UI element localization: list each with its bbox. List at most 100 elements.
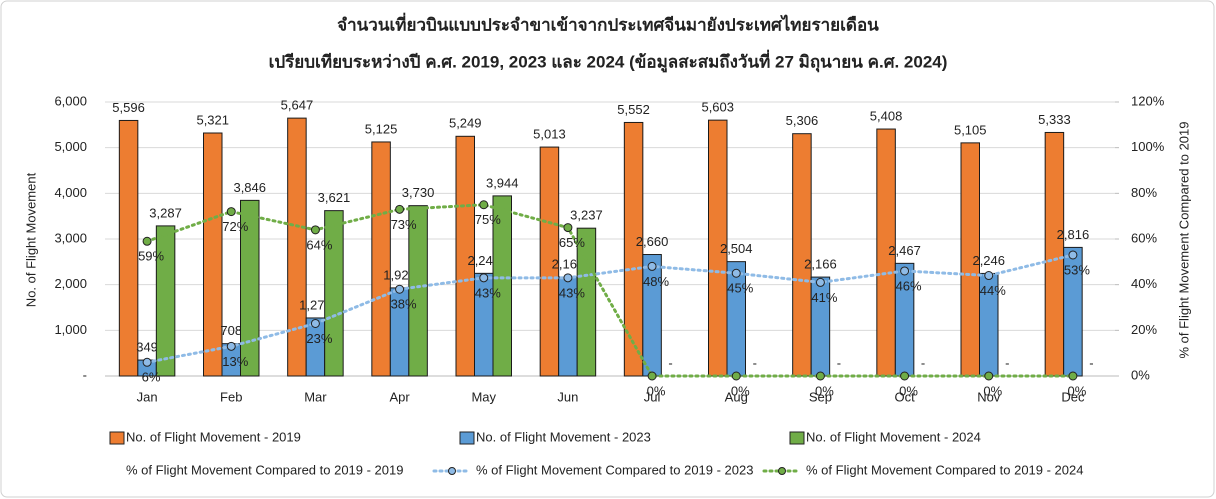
line-value-label: 0% (983, 383, 1002, 398)
legend-marker (448, 467, 456, 475)
x-tick-label: Sep (809, 389, 832, 404)
line-value-label: 64% (306, 237, 332, 252)
line-value-label: 48% (643, 274, 669, 289)
line-marker (479, 200, 489, 210)
bar (539, 146, 560, 377)
y2-tick-label: 20% (1131, 322, 1157, 337)
bar-value-label: 5,125 (365, 121, 398, 136)
bar (642, 254, 662, 377)
line-value-label: 13% (222, 354, 248, 369)
y2-tick-label: 80% (1131, 185, 1157, 200)
line-value-label: 53% (1064, 262, 1090, 277)
bar-value-label: 2,248 (467, 253, 500, 268)
line (145, 253, 1075, 364)
y2-tick-label: 100% (1131, 139, 1165, 154)
legend-label: No. of Flight Movement - 2023 (476, 429, 651, 444)
line-marker (984, 271, 994, 281)
bar (576, 227, 597, 377)
y-tick-label: 5,000 (54, 139, 87, 154)
bar (371, 141, 391, 377)
bar-value-label: 708 (220, 323, 242, 338)
line-marker (563, 223, 573, 233)
x-tick-label: Oct (894, 389, 915, 404)
bar (203, 132, 223, 377)
bar (726, 261, 746, 377)
y-tick-label: 4,000 (54, 185, 87, 200)
x-tick-label: Feb (220, 389, 242, 404)
line-value-label: 75% (475, 212, 501, 227)
line-marker (142, 357, 152, 367)
line-marker (815, 277, 825, 287)
y2-axis-title: % of Flight Movement Compared to 2019 (1176, 121, 1191, 358)
line-value-label: 45% (727, 281, 753, 296)
bar-value-label: - (837, 355, 841, 370)
line-marker (984, 371, 994, 381)
legend-label: % of Flight Movement Compared to 2019 - … (476, 462, 753, 477)
line-value-label: 38% (391, 297, 417, 312)
line-marker (142, 236, 152, 246)
y-tick-label: - (83, 367, 87, 382)
bar-value-label: 349 (136, 339, 158, 354)
line-value-label: 44% (980, 283, 1006, 298)
y-axis-title: No. of Flight Movement (23, 172, 38, 307)
bar (708, 119, 728, 377)
y-tick-label: 6,000 (54, 93, 87, 108)
legend-swatch (789, 431, 805, 445)
line-marker (395, 284, 405, 294)
line (145, 203, 1075, 378)
bar-value-label: 3,944 (486, 175, 519, 190)
y-tick-label: 1,000 (54, 322, 87, 337)
line-value-label: 41% (811, 290, 837, 305)
line-marker (731, 268, 741, 278)
y2-tick-label: 40% (1131, 276, 1157, 291)
line-value-label: 46% (896, 278, 922, 293)
line-value-label: 6% (142, 370, 161, 385)
chart-subtitle: เปรียบเทียบระหว่างปี ค.ศ. 2019, 2023 และ… (269, 49, 948, 73)
line-value-label: 0% (815, 383, 834, 398)
line-value-label: 0% (899, 383, 918, 398)
y2-tick-label: 120% (1131, 93, 1165, 108)
line-value-label: 59% (138, 249, 164, 264)
bar-value-label: - (1089, 355, 1093, 370)
line-marker (900, 371, 910, 381)
legend-swatch (459, 431, 475, 445)
chart-title: จำนวนเที่ยวบินแบบประจำขาเข้าจากประเทศจีน… (337, 12, 879, 34)
bar-value-label: 2,504 (720, 241, 753, 256)
bar-value-label: 2,660 (636, 234, 669, 249)
x-tick-label: Jun (557, 389, 578, 404)
bar-value-label: 3,287 (149, 205, 182, 220)
legend-label: No. of Flight Movement - 2024 (806, 429, 981, 444)
line-marker (647, 261, 657, 271)
bar-value-label: 2,166 (804, 257, 837, 272)
legend-swatch (109, 431, 125, 445)
y2-tick-label: 60% (1131, 230, 1157, 245)
line-value-label: 65% (559, 235, 585, 250)
bar (408, 205, 428, 377)
x-tick-label: Jul (644, 389, 661, 404)
bar-value-label: 5,306 (786, 113, 819, 128)
bar-value-label: 2,246 (972, 253, 1005, 268)
y-tick-label: 3,000 (54, 230, 87, 245)
line-value-label: 0% (647, 383, 666, 398)
bar (876, 128, 896, 377)
bar-value-label: 5,408 (870, 108, 903, 123)
bar (455, 135, 475, 377)
x-tick-label: Nov (977, 389, 1001, 404)
bar (240, 199, 260, 377)
bar (324, 210, 344, 377)
bar-value-label: 3,730 (402, 185, 435, 200)
line-value-label: 43% (559, 285, 585, 300)
line-marker (1068, 250, 1078, 260)
bar-value-label: 2,168 (552, 256, 585, 271)
line-value-label: 23% (306, 331, 332, 346)
line-marker (647, 371, 657, 381)
legend-marker (778, 467, 786, 475)
bar (118, 119, 139, 377)
bar-value-label: 5,321 (196, 112, 229, 127)
legend-label: % of Flight Movement Compared to 2019 - … (806, 462, 1083, 477)
line-marker (226, 341, 236, 351)
line-marker (310, 318, 320, 328)
line-marker (731, 371, 741, 381)
line-marker (563, 273, 573, 283)
x-tick-label: May (471, 389, 496, 404)
